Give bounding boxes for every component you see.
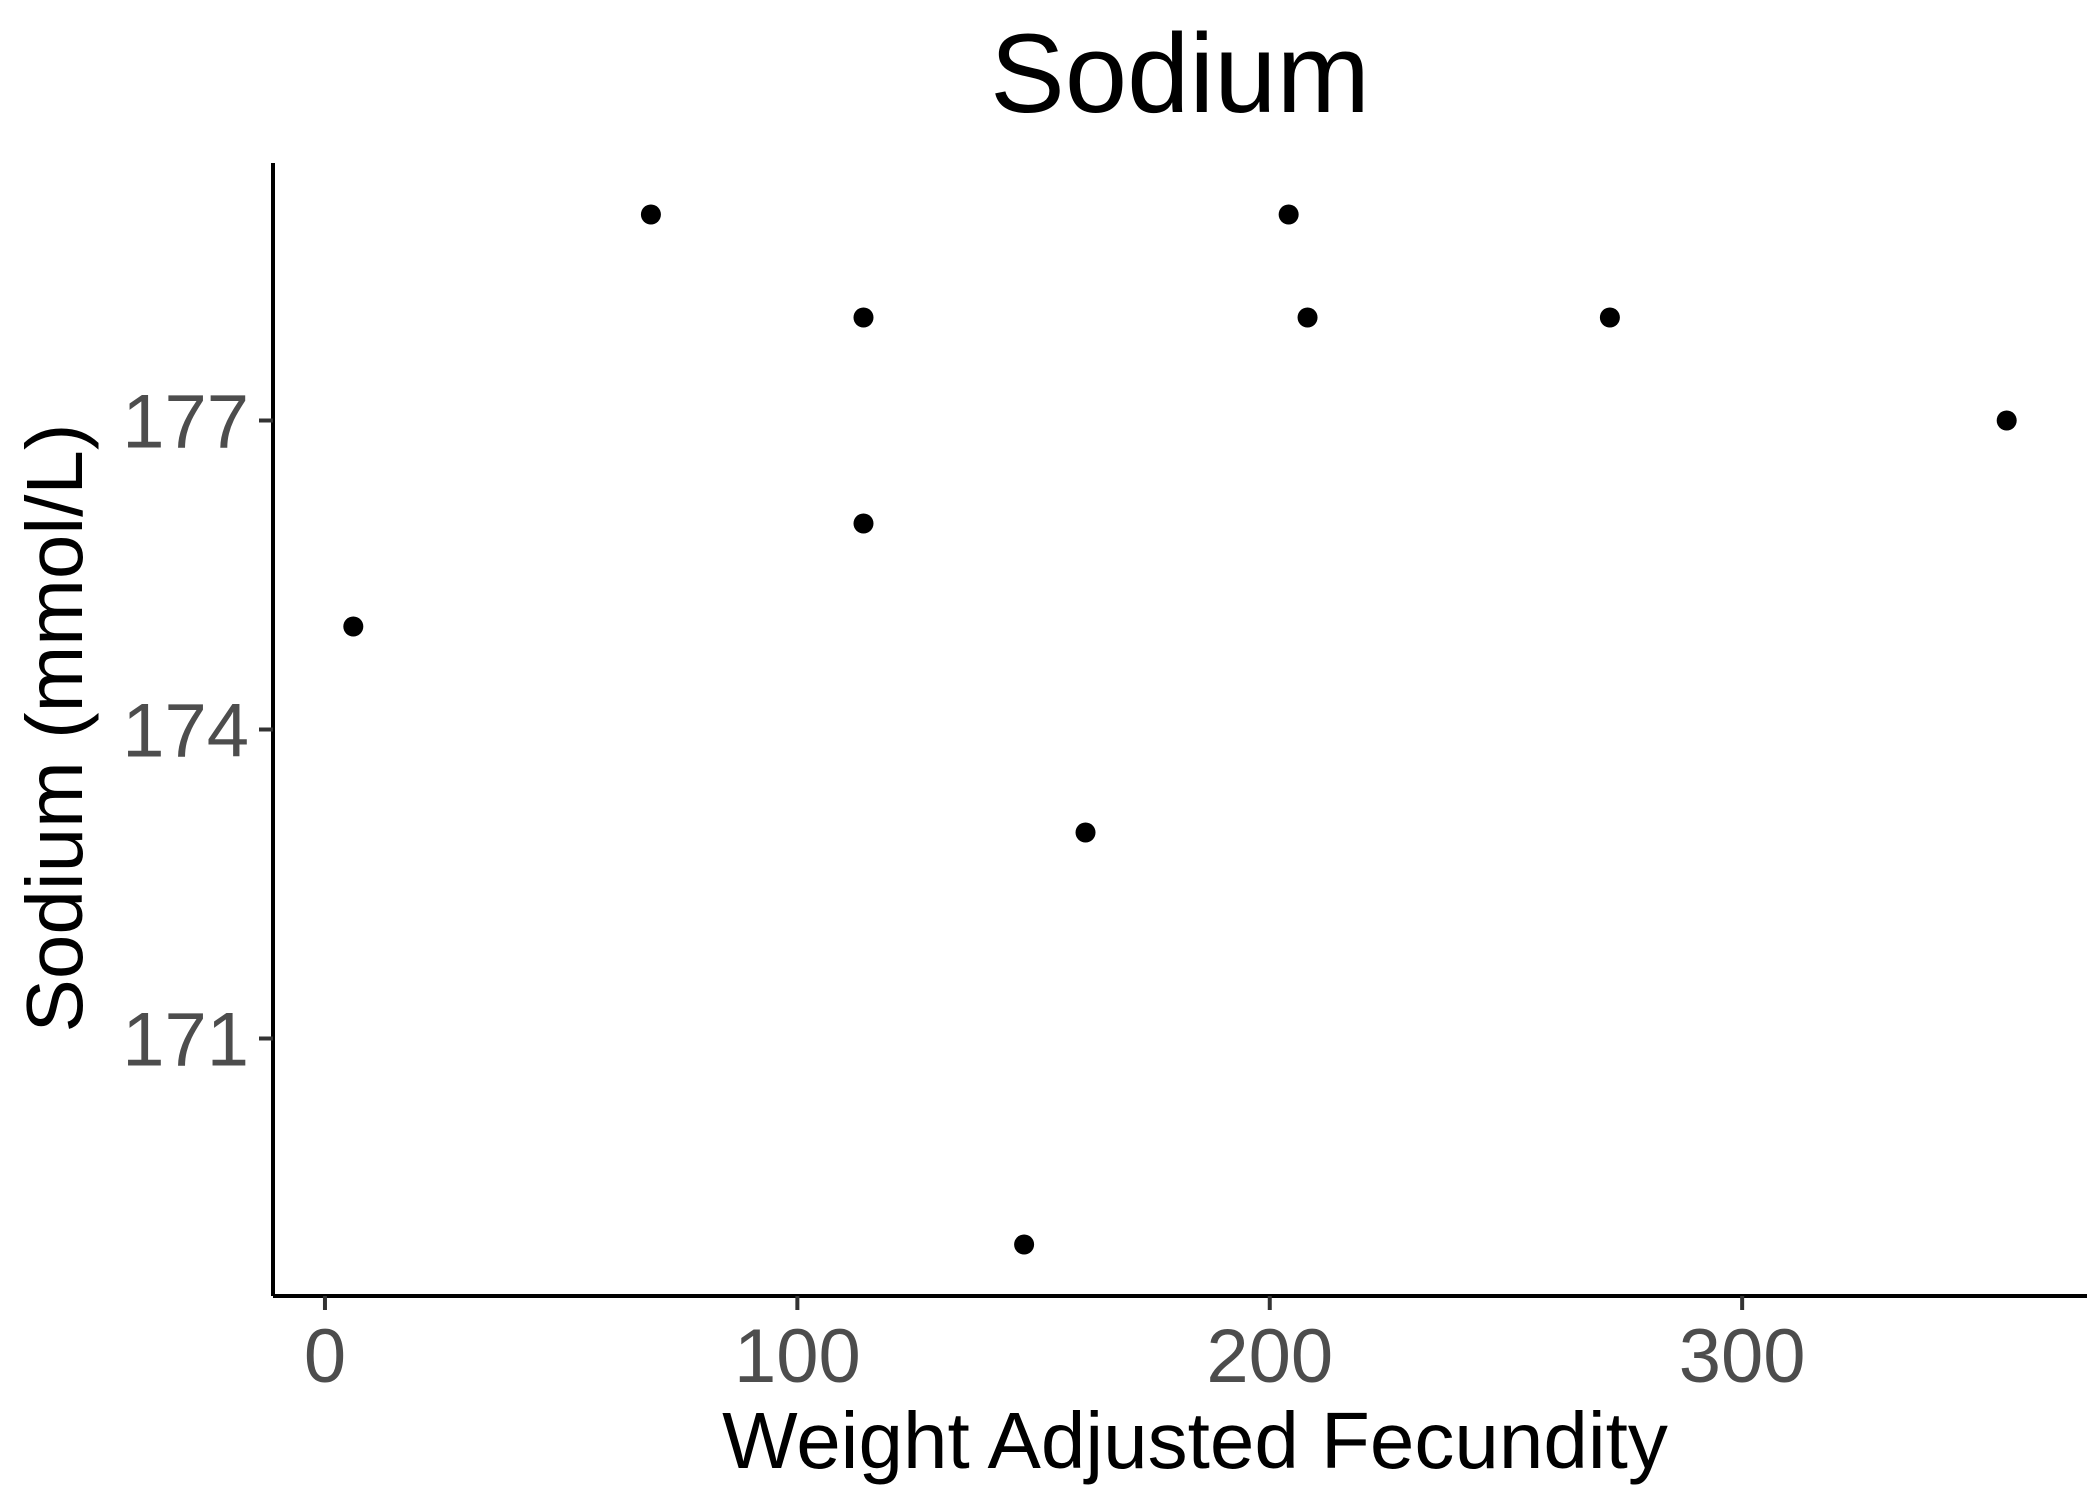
x-tick-label: 200 xyxy=(1206,1314,1333,1399)
plot-area: 0 100 200 300 171 174 177 xyxy=(122,163,2087,1399)
y-axis-ticks: 171 174 177 xyxy=(122,380,273,1083)
y-tick-label: 177 xyxy=(122,380,249,465)
data-point xyxy=(1297,307,1318,328)
data-point xyxy=(1599,307,1620,328)
data-point xyxy=(1996,410,2017,431)
y-tick-label: 174 xyxy=(122,689,249,774)
data-point xyxy=(1014,1234,1035,1255)
y-tick-label: 171 xyxy=(122,998,249,1083)
x-tick-label: 0 xyxy=(304,1314,346,1399)
data-point xyxy=(343,616,364,637)
x-axis-title: Weight Adjusted Fecundity xyxy=(722,1396,1668,1485)
data-point xyxy=(853,307,874,328)
x-tick-label: 300 xyxy=(1679,1314,1806,1399)
data-point xyxy=(853,513,874,534)
x-axis-ticks: 0 100 200 300 xyxy=(304,1296,1806,1399)
data-point xyxy=(1075,822,1096,843)
data-points xyxy=(343,204,2017,1255)
y-axis-title: Sodium (mmol/L) xyxy=(10,423,99,1032)
data-point xyxy=(1278,204,1299,225)
data-point xyxy=(640,204,661,225)
chart-title: Sodium xyxy=(990,11,1370,136)
x-tick-label: 100 xyxy=(734,1314,861,1399)
